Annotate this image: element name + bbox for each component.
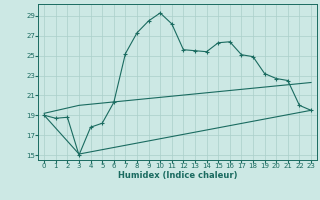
X-axis label: Humidex (Indice chaleur): Humidex (Indice chaleur) — [118, 171, 237, 180]
